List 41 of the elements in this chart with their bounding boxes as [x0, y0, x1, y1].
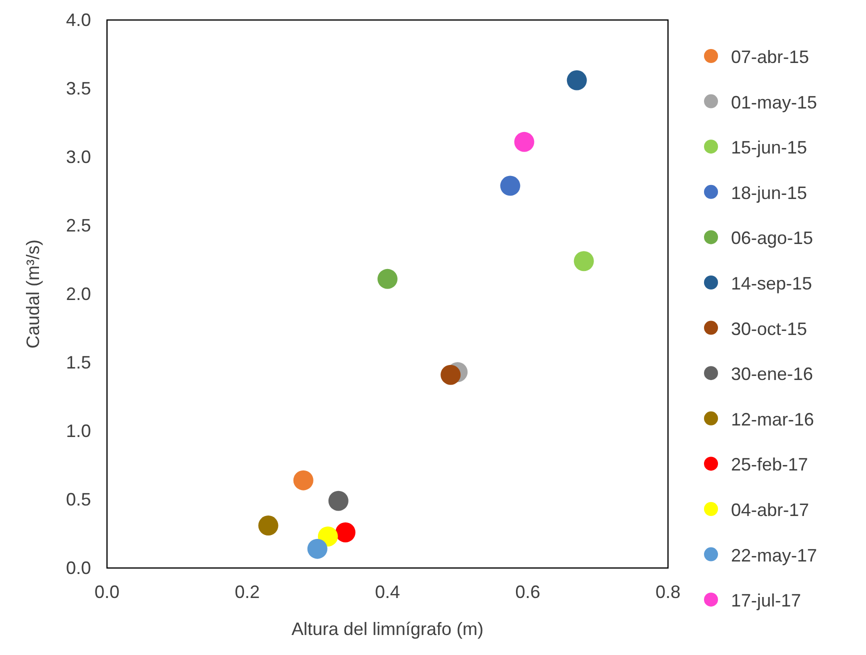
legend-label: 17-jul-17 [731, 590, 802, 611]
y-tick-label: 3.5 [66, 78, 91, 98]
point [378, 268, 398, 289]
point [328, 490, 348, 511]
point [500, 176, 520, 196]
y-tick-label: 0.5 [66, 490, 91, 510]
x-tick-label: 0.0 [94, 582, 120, 602]
legend-label: 07-abr-15 [731, 47, 810, 67]
point [574, 251, 594, 272]
x-tick-label: 0.8 [655, 582, 681, 602]
y-tick-label: 1.0 [66, 421, 91, 441]
legend-label: 22-may-17 [731, 545, 818, 566]
x-tick-label: 0.4 [374, 582, 400, 602]
legend-label: 01-may-15 [731, 92, 818, 112]
point [258, 516, 278, 536]
legend-label: 14-sep-15 [731, 274, 812, 294]
y-tick-label: 0.0 [66, 558, 91, 578]
legend-label: 30-oct-15 [731, 318, 808, 339]
point [335, 522, 356, 542]
y-tick-label: 3.0 [66, 147, 91, 167]
legend-label: 25-feb-17 [731, 454, 808, 475]
point [318, 526, 338, 546]
y-axis-title: Caudal (m³/s) [23, 239, 43, 349]
y-tick-label: 1.5 [66, 352, 91, 372]
point [566, 70, 587, 90]
y-tick-label: 2.5 [66, 216, 91, 236]
point [293, 470, 314, 490]
x-tick-label: 0.2 [234, 582, 260, 602]
y-tick-label: 4.0 [66, 10, 91, 30]
point [440, 364, 461, 385]
x-axis-title: Altura del limnígrafo (m) [291, 619, 484, 639]
x-tick-label: 0.6 [515, 582, 540, 602]
legend-label: 12-mar-16 [731, 409, 814, 430]
legend-label: 18-jun-15 [731, 182, 808, 203]
legend-label: 06-ago-15 [731, 228, 814, 248]
point [307, 538, 328, 559]
legend-label: 30-ene-16 [731, 364, 814, 384]
legend-label: 15-jun-15 [731, 138, 808, 158]
point [514, 132, 534, 152]
legend-label: 04-abr-17 [731, 500, 810, 520]
y-tick-label: 2.0 [66, 284, 91, 304]
